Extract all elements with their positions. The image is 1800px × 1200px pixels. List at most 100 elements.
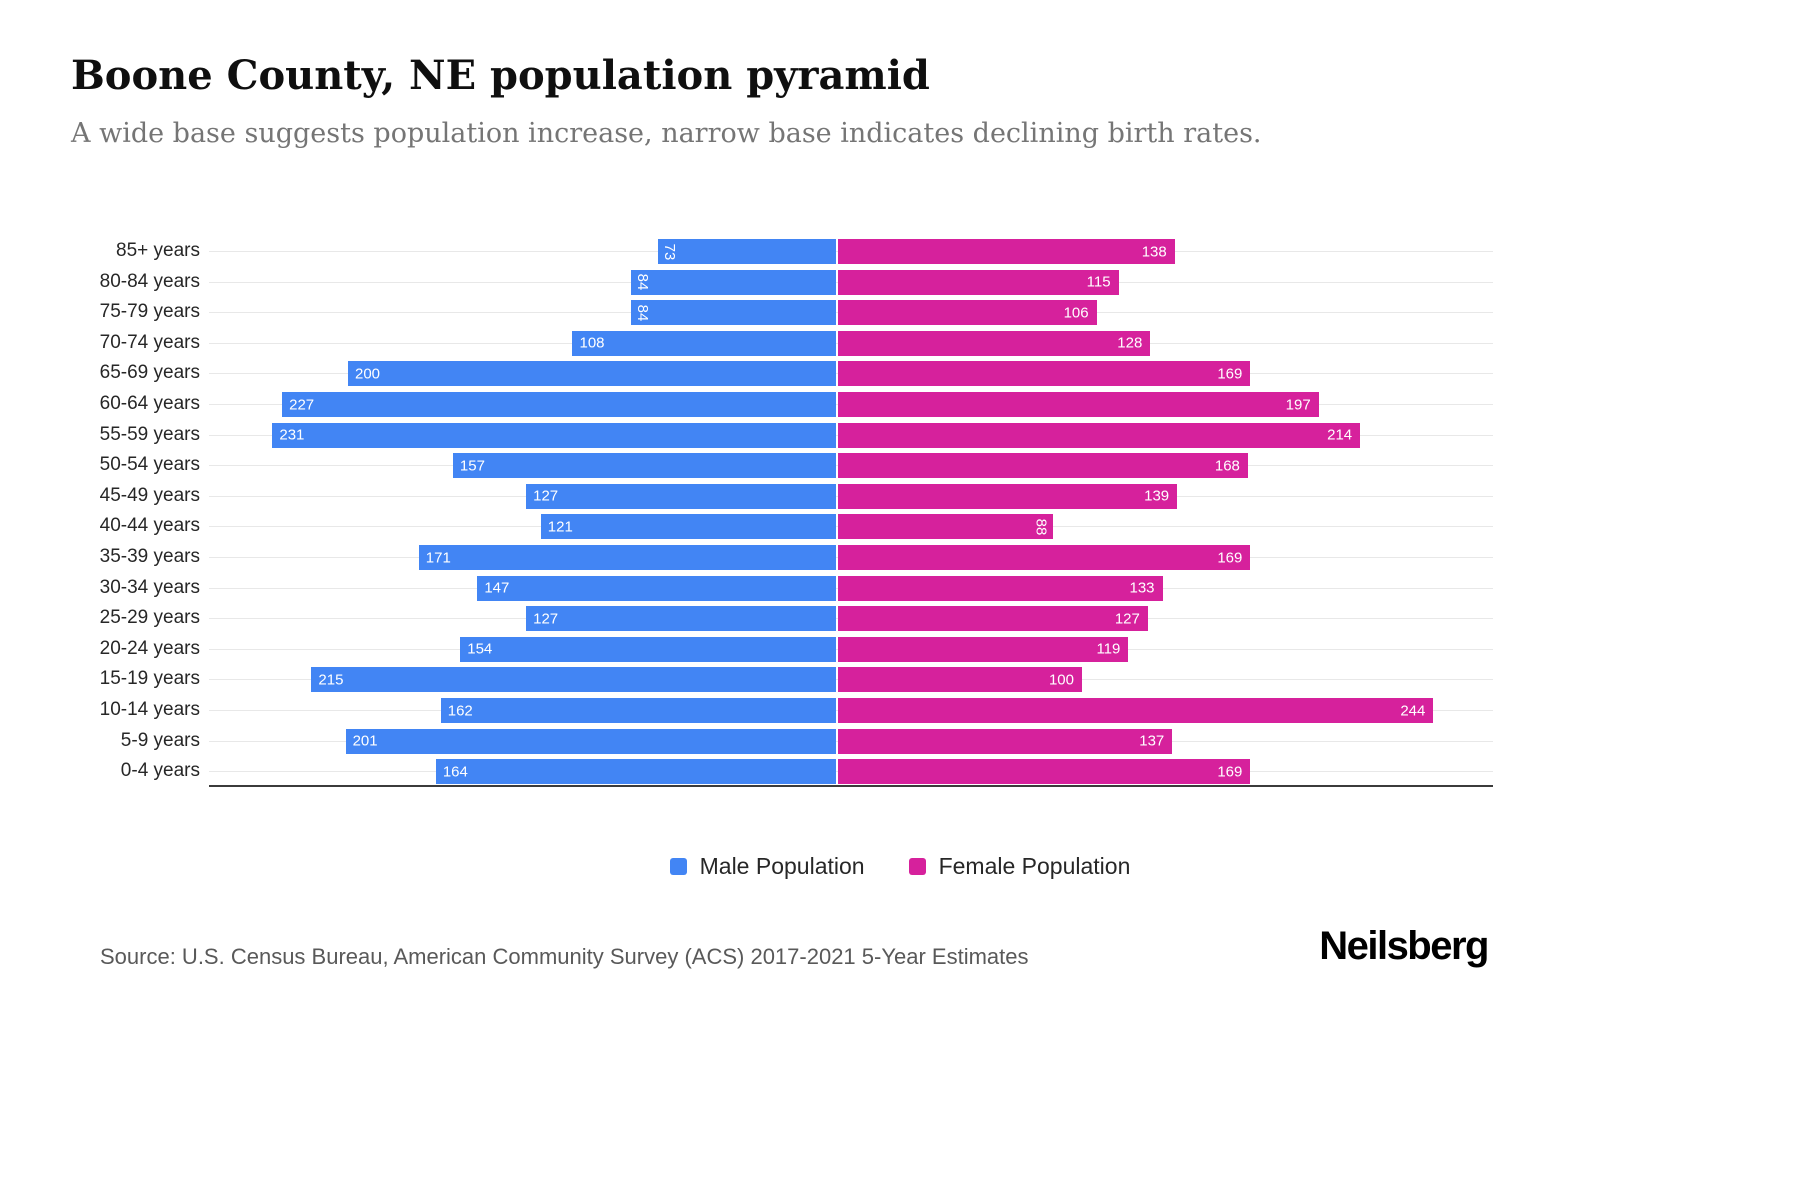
female-value-label: 138 [1141, 243, 1167, 260]
female-bar: 244 [838, 698, 1434, 723]
pyramid-row: 75-79 years 84 106 [0, 297, 1800, 328]
male-bar: 164 [435, 759, 836, 785]
age-group-label: 45-49 years [99, 484, 200, 506]
female-value-label: 169 [1217, 763, 1243, 781]
female-bar: 169 [838, 759, 1251, 785]
female-value-label: 106 [1063, 304, 1089, 322]
age-group-label: 50-54 years [99, 454, 200, 476]
male-bar: 147 [477, 575, 836, 601]
female-value-label: 127 [1114, 610, 1140, 628]
female-bar: 138 [838, 239, 1175, 264]
neilsberg-logo: Neilsberg [1319, 924, 1489, 968]
age-group-label: 40-44 years [99, 515, 200, 537]
female-bar: 137 [838, 728, 1173, 754]
male-value-label: 84 [634, 304, 652, 322]
pyramid-row: 30-34 years 147 133 [0, 573, 1800, 604]
male-bar: 73 [657, 239, 836, 264]
male-value-label: 127 [533, 487, 559, 505]
pyramid-row: 45-49 years 127 139 [0, 481, 1800, 512]
age-group-label: 85+ years [116, 240, 200, 261]
pyramid-row: 5-9 years 201 137 [0, 726, 1800, 757]
male-value-label: 200 [355, 365, 381, 383]
pyramid-row: 85+ years 73 138 [0, 236, 1800, 267]
male-value-label: 157 [459, 457, 485, 475]
female-bar: 128 [838, 330, 1151, 356]
female-bar: 127 [838, 606, 1148, 632]
male-bar: 162 [440, 698, 836, 723]
female-value-label: 137 [1139, 732, 1165, 750]
female-bar: 169 [838, 545, 1251, 570]
male-bar: 201 [345, 728, 836, 754]
legend-swatch [669, 858, 687, 875]
legend-item-female-population: Female Population [908, 853, 1131, 880]
female-value-label: 214 [1327, 426, 1353, 444]
female-bar: 119 [838, 636, 1129, 662]
pyramid-row: 10-14 years 162 244 [0, 695, 1800, 726]
female-value-label: 139 [1144, 487, 1170, 505]
age-group-label: 55-59 years [99, 423, 200, 445]
pyramid-row: 35-39 years 171 169 [0, 542, 1800, 573]
age-group-label: 35-39 years [99, 546, 200, 567]
pyramid-row: 60-64 years 227 197 [0, 389, 1800, 420]
age-group-label: 65-69 years [99, 362, 200, 384]
female-value-label: 169 [1217, 365, 1243, 383]
age-group-label: 70-74 years [99, 331, 200, 353]
male-value-label: 215 [318, 671, 344, 689]
male-bar: 84 [631, 300, 836, 326]
female-bar: 115 [838, 269, 1119, 295]
male-value-label: 231 [279, 426, 305, 444]
female-value-label: 168 [1214, 457, 1240, 475]
male-bar: 121 [540, 514, 836, 540]
female-bar: 139 [838, 483, 1178, 509]
pyramid-row: 55-59 years 231 214 [0, 420, 1800, 451]
pyramid-row: 40-44 years 121 88 [0, 511, 1800, 542]
age-group-label: 10-14 years [99, 699, 200, 720]
male-value-label: 84 [634, 273, 652, 291]
age-group-label: 30-34 years [99, 576, 200, 598]
female-bar: 214 [838, 422, 1361, 448]
pyramid-row: 0-4 years 164 169 [0, 756, 1800, 787]
page-title: Boone County, NE population pyramid [71, 52, 930, 99]
female-bar: 168 [838, 453, 1248, 479]
legend-item-male-population: Male Population [669, 853, 865, 880]
age-group-label: 15-19 years [99, 668, 200, 690]
age-group-label: 25-29 years [99, 607, 200, 629]
legend-swatch [908, 858, 926, 875]
source-text: Source: U.S. Census Bureau, American Com… [100, 944, 1029, 969]
age-group-label: 5-9 years [120, 729, 200, 751]
legend-label: Female Population [938, 853, 1131, 879]
male-bar: 84 [631, 269, 836, 295]
female-value-label: 244 [1400, 702, 1426, 719]
male-bar: 227 [282, 392, 836, 417]
pyramid-row: 15-19 years 215 100 [0, 664, 1800, 695]
female-value-label: 169 [1217, 549, 1243, 566]
pyramid-row: 25-29 years 127 127 [0, 603, 1800, 634]
female-value-label: 115 [1086, 273, 1111, 291]
male-value-label: 164 [442, 763, 468, 781]
pyramid-row: 20-24 years 154 119 [0, 634, 1800, 665]
female-bar: 197 [838, 392, 1319, 417]
female-value-label: 197 [1285, 396, 1311, 413]
female-value-label: 88 [1032, 518, 1050, 536]
male-bar: 108 [572, 330, 836, 356]
female-bar: 100 [838, 667, 1082, 693]
male-bar: 154 [460, 636, 836, 662]
male-value-label: 201 [352, 732, 378, 750]
female-bar: 169 [838, 361, 1251, 387]
male-value-label: 147 [484, 579, 510, 597]
age-group-label: 80-84 years [99, 270, 200, 292]
male-value-label: 171 [425, 549, 451, 566]
male-bar: 171 [418, 545, 836, 570]
male-bar: 215 [311, 667, 836, 693]
female-value-label: 133 [1129, 579, 1155, 597]
male-value-label: 121 [547, 518, 573, 536]
male-bar: 127 [526, 606, 836, 632]
male-bar: 200 [348, 361, 836, 387]
male-value-label: 162 [447, 702, 473, 719]
age-group-label: 0-4 years [120, 760, 200, 782]
legend-label: Male Population [699, 853, 865, 879]
x-axis-line [209, 785, 1493, 787]
male-value-label: 108 [579, 334, 605, 352]
male-value-label: 227 [289, 396, 315, 413]
pyramid-chart: 85+ years 73 138 80-84 years 84 115 75-79 year… [0, 236, 1800, 787]
